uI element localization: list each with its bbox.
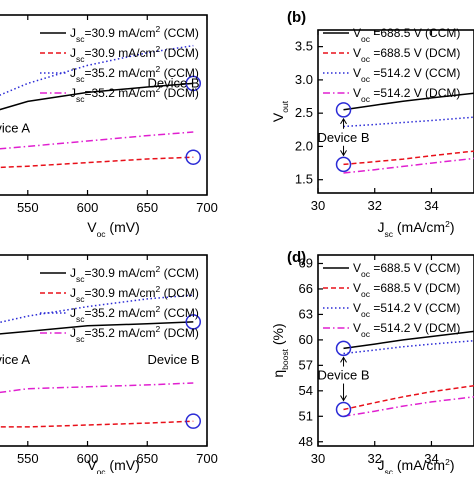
series-line-4 xyxy=(344,158,474,173)
x-tick-label: 30 xyxy=(311,451,325,466)
legend-entry-label: Voc =688.5 V (CCM) xyxy=(353,261,460,279)
y-tick-label: 54 xyxy=(299,383,313,398)
x-tick-label: 700 xyxy=(196,200,218,215)
series-line-3 xyxy=(344,117,474,126)
series-line-2 xyxy=(0,421,193,427)
plot-frame xyxy=(0,15,207,195)
device-annotation: Device A xyxy=(0,120,30,135)
legend-entry-label: Jsc=35.2 mA/cm2 (CCM) xyxy=(70,304,199,324)
x-tick-label: 32 xyxy=(367,198,381,213)
x-axis-label: Voc (mV) xyxy=(87,457,140,474)
y-axis-label: ηboost (%) xyxy=(270,323,290,377)
x-axis-label: Jsc (mA/cm2) xyxy=(377,219,454,239)
legend-entry-label: Voc =514.2 V (CCM) xyxy=(353,301,460,319)
device-annotation: Device B xyxy=(318,368,370,383)
legend-entry-label: Jsc=30.9 mA/cm2 (CCM) xyxy=(70,24,199,44)
y-tick-label: 51 xyxy=(299,408,313,423)
x-tick-label: 550 xyxy=(17,451,39,466)
y-tick-label: 1.5 xyxy=(295,172,313,187)
y-axis-label: Vout xyxy=(270,100,290,122)
series-line-3 xyxy=(344,341,474,354)
x-tick-label: 650 xyxy=(136,200,158,215)
y-tick-label: 3.0 xyxy=(295,72,313,87)
legend-entry-label: Voc =688.5 V (CCM) xyxy=(353,26,460,44)
plot-frame xyxy=(0,255,207,446)
y-tick-label: 66 xyxy=(299,281,313,296)
legend-entry-label: Voc =688.5 V (DCM) xyxy=(353,46,460,64)
legend-entry-label: Jsc=30.9 mA/cm2 (CCM) xyxy=(70,264,199,284)
series-line-2 xyxy=(344,151,474,164)
legend-entry-label: Voc =688.5 V (DCM) xyxy=(353,281,460,299)
device-annotation: Device B xyxy=(148,352,200,367)
y-tick-label: 2.0 xyxy=(295,138,313,153)
x-tick-label: 600 xyxy=(77,200,99,215)
legend-entry-label: Jsc=30.9 mA/cm2 (DCM) xyxy=(70,44,199,64)
legend-entry-label: Voc =514.2 V (DCM) xyxy=(353,321,460,339)
x-axis-label: Voc (mV) xyxy=(87,219,140,239)
legend-entry-label: Jsc=35.2 mA/cm2 (DCM) xyxy=(70,84,199,104)
legend-entry-label: Voc =514.2 V (CCM) xyxy=(353,66,460,84)
panel-label: (d) xyxy=(287,249,306,266)
series-line-2 xyxy=(344,386,474,410)
y-tick-label: 57 xyxy=(299,357,313,372)
device-annotation: Device A xyxy=(0,352,30,367)
y-tick-label: 60 xyxy=(299,332,313,347)
series-line-4 xyxy=(0,383,193,394)
x-tick-label: 550 xyxy=(17,200,39,215)
y-tick-label: 48 xyxy=(299,434,313,449)
legend-entry-label: Jsc=30.9 mA/cm2 (DCM) xyxy=(70,284,199,304)
panel-b: 30 32 34 1.5 2.0 2.5 3.0 3.5 Jsc (mA/cm2) Vout (b)… xyxy=(270,9,474,239)
y-tick-label: 63 xyxy=(299,306,313,321)
panel-label: (b) xyxy=(287,9,306,26)
x-tick-label: 700 xyxy=(196,451,218,466)
series-line-2 xyxy=(0,157,193,168)
y-tick-label: 3.5 xyxy=(295,39,313,54)
x-tick-label: 30 xyxy=(311,198,325,213)
legend-entry-label: Jsc=35.2 mA/cm2 (DCM) xyxy=(70,324,199,344)
device-annotation: Device B xyxy=(318,130,370,145)
series-line-4 xyxy=(344,397,474,417)
y-tick-label: 2.5 xyxy=(295,105,313,120)
x-axis-label: Jsc (mA/cm2) xyxy=(377,457,454,474)
x-tick-label: 34 xyxy=(424,198,438,213)
